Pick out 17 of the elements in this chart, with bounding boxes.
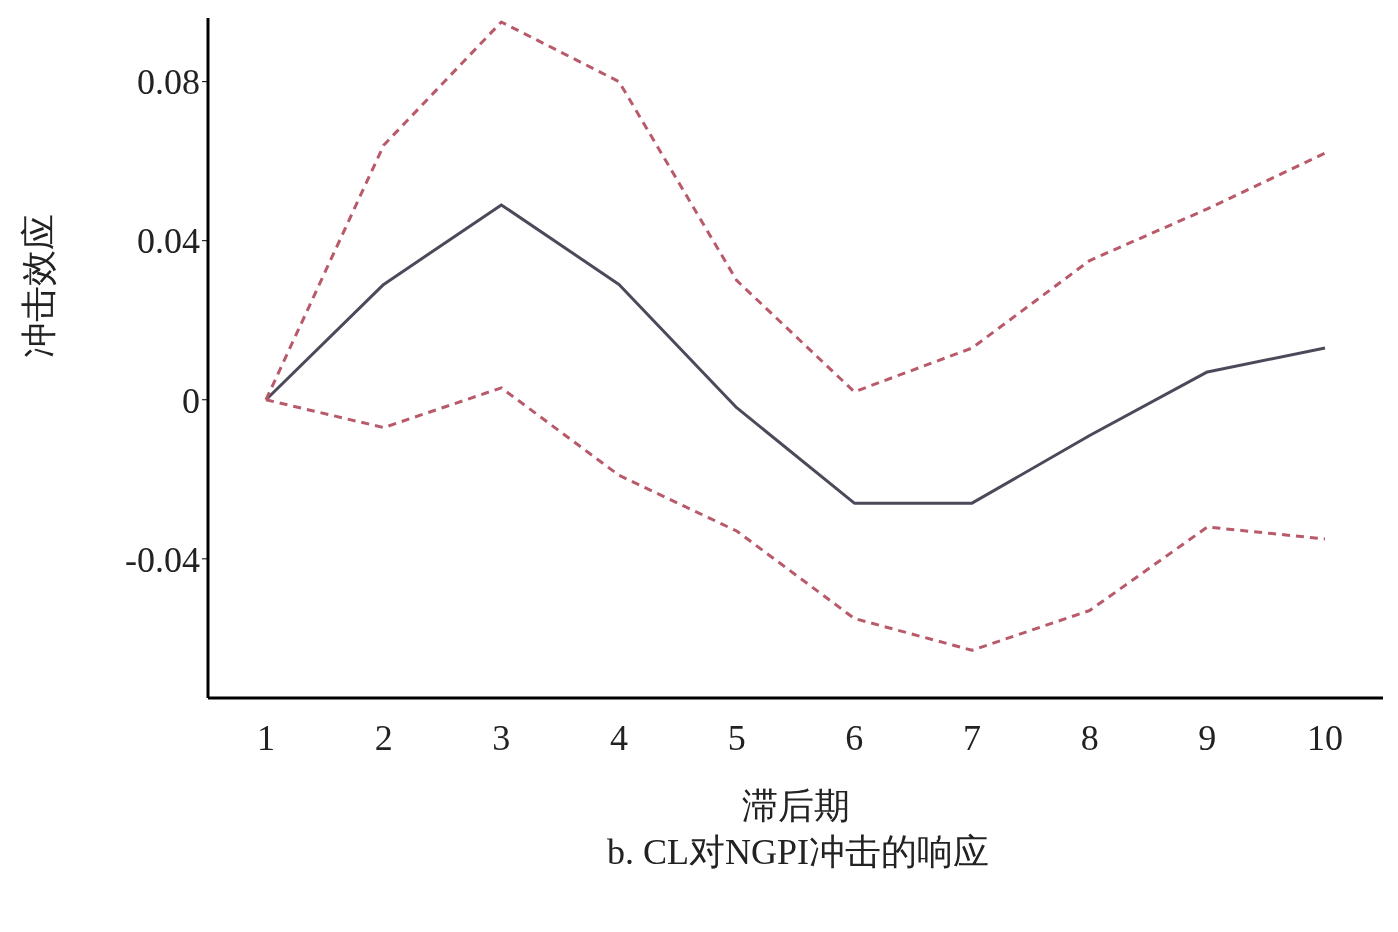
x-tick-label: 1 <box>257 717 275 758</box>
text: b. CL对NGPI冲击的响应 <box>606 831 990 874</box>
x-tick-label: 2 <box>374 717 393 758</box>
y-tick-label: -0.04 <box>125 539 200 580</box>
x-tick-label: 3 <box>492 717 511 758</box>
x-tick-label: 9 <box>1198 717 1217 758</box>
y-tick-label: 0.08 <box>137 62 200 103</box>
y-tick-label: 0.04 <box>137 221 200 262</box>
x-tick-label: 10 <box>1307 717 1343 758</box>
x-tick-label: 4 <box>610 717 628 758</box>
x-axis-title: 滞后期 <box>741 786 850 826</box>
x-tick-label: 8 <box>1080 717 1099 758</box>
y-tick-label: 0 <box>182 380 200 421</box>
x-tick-label: 5 <box>727 717 746 758</box>
x-tick-label: 7 <box>963 717 981 758</box>
y-axis-title: 冲击效应 <box>18 214 59 358</box>
x-tick-label: 6 <box>845 717 864 758</box>
